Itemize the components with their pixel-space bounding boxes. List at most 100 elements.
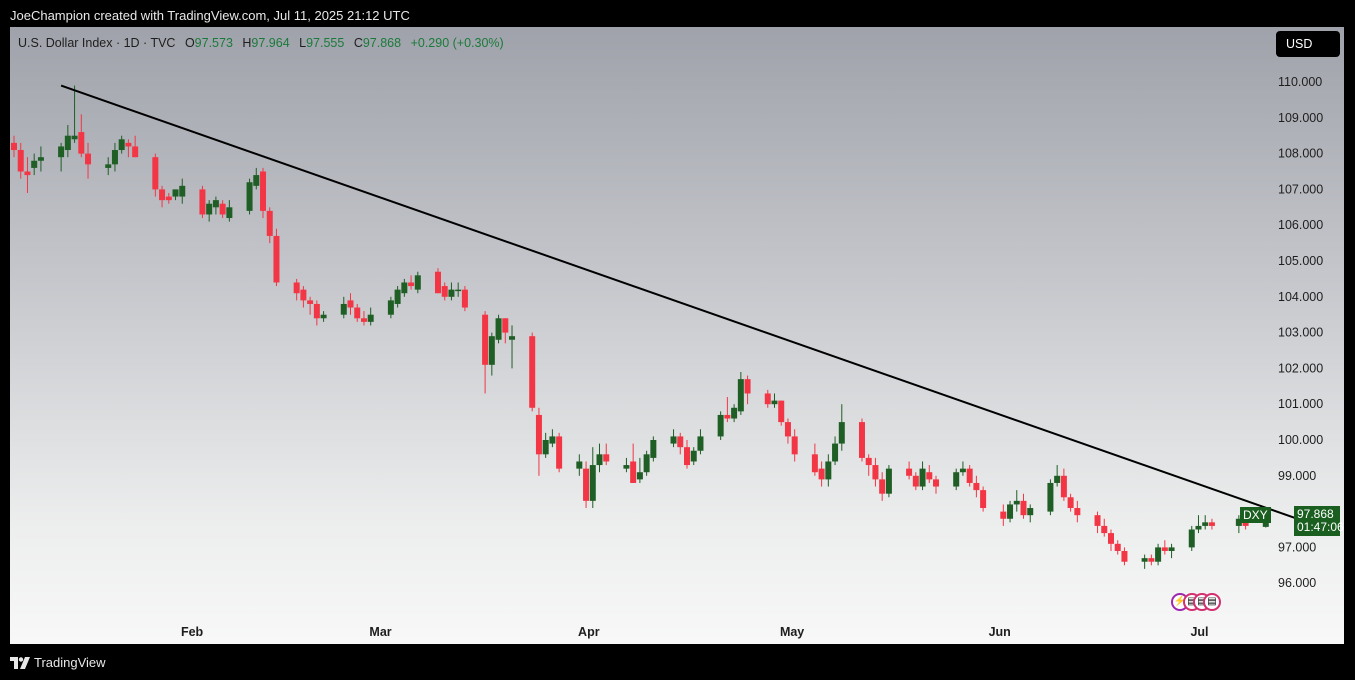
candle[interactable] — [172, 189, 179, 201]
candle[interactable] — [394, 286, 401, 308]
candle[interactable] — [152, 153, 159, 197]
candle[interactable] — [1188, 525, 1195, 551]
candle[interactable] — [24, 157, 31, 193]
candle[interactable] — [825, 454, 832, 487]
candle[interactable] — [980, 486, 987, 512]
candle[interactable] — [697, 429, 704, 455]
candle[interactable] — [953, 468, 960, 491]
candle[interactable] — [482, 311, 489, 394]
candle[interactable] — [596, 443, 603, 473]
candle[interactable] — [17, 142, 24, 179]
candle[interactable] — [64, 124, 71, 158]
candle[interactable] — [623, 457, 630, 473]
candle[interactable] — [684, 440, 690, 469]
candle[interactable] — [771, 393, 778, 408]
candle[interactable] — [37, 146, 44, 172]
candle[interactable] — [670, 429, 677, 448]
candle[interactable] — [643, 450, 650, 476]
candle[interactable] — [206, 200, 213, 222]
candle[interactable] — [495, 314, 502, 344]
candle[interactable] — [260, 167, 267, 219]
candle[interactable] — [212, 196, 219, 215]
candle[interactable] — [313, 300, 320, 326]
candle[interactable] — [690, 447, 697, 466]
candle[interactable] — [1060, 468, 1067, 501]
candle[interactable] — [1020, 493, 1027, 519]
candle[interactable] — [307, 296, 314, 315]
candle[interactable] — [636, 457, 643, 483]
candle[interactable] — [603, 443, 610, 466]
candle[interactable] — [300, 286, 307, 308]
candle[interactable] — [340, 296, 347, 319]
candle[interactable] — [1101, 518, 1108, 537]
legend-title[interactable]: U.S. Dollar Index · 1D · TVC — [18, 36, 176, 50]
us-flag-icon[interactable]: ▤ — [1203, 593, 1221, 611]
candle[interactable] — [906, 461, 913, 480]
candle[interactable] — [293, 278, 300, 301]
candle[interactable] — [589, 447, 596, 509]
candle[interactable] — [1107, 529, 1114, 551]
chart-pane[interactable]: 110.000 109.000 108.000 107.000 106.000 105.0… — [10, 27, 1344, 644]
candle[interactable] — [111, 142, 118, 172]
candle[interactable] — [858, 418, 865, 462]
candle[interactable] — [549, 429, 556, 448]
candle[interactable] — [253, 167, 260, 190]
candle[interactable] — [1027, 504, 1034, 523]
candle[interactable] — [1141, 554, 1148, 569]
candle[interactable] — [1067, 493, 1074, 512]
candle[interactable] — [11, 135, 17, 158]
candle[interactable] — [650, 436, 657, 462]
candle[interactable] — [1094, 511, 1101, 534]
candle[interactable] — [630, 443, 637, 483]
event-badges[interactable]: ⚡ ▤ ▤ ▤ — [1171, 593, 1241, 615]
candle[interactable] — [31, 153, 38, 176]
candle[interactable] — [1235, 515, 1242, 534]
candle[interactable] — [791, 429, 798, 462]
candle[interactable] — [448, 282, 455, 301]
candle[interactable] — [677, 432, 684, 455]
candle[interactable] — [488, 332, 495, 376]
candle[interactable] — [58, 142, 65, 172]
candle[interactable] — [367, 307, 374, 326]
candle[interactable] — [885, 465, 892, 498]
candle[interactable] — [535, 407, 542, 476]
candle[interactable] — [509, 325, 516, 369]
candle[interactable] — [1054, 465, 1061, 487]
currency-button[interactable]: USD — [1276, 31, 1340, 57]
candle[interactable] — [71, 85, 78, 143]
candle[interactable] — [1155, 543, 1162, 566]
candle[interactable] — [320, 311, 327, 322]
candle[interactable] — [408, 275, 415, 290]
candle[interactable] — [933, 475, 940, 494]
candle[interactable] — [199, 185, 206, 219]
candle[interactable] — [865, 454, 872, 476]
candle[interactable] — [818, 461, 825, 487]
candle[interactable] — [784, 418, 791, 444]
candle[interactable] — [764, 389, 771, 408]
candle[interactable] — [744, 375, 751, 405]
candle[interactable] — [926, 465, 933, 483]
candle[interactable] — [132, 135, 139, 158]
candle[interactable] — [159, 185, 166, 208]
candle[interactable] — [273, 228, 280, 287]
candle[interactable] — [737, 371, 744, 415]
tradingview-logo[interactable]: TradingView — [10, 655, 106, 670]
candle[interactable] — [1047, 479, 1054, 516]
candle[interactable] — [724, 397, 731, 423]
candlestick-chart[interactable]: 110.000 109.000 108.000 107.000 106.000 105.0… — [10, 27, 1344, 644]
candle[interactable] — [455, 282, 462, 297]
candle[interactable] — [1114, 540, 1121, 555]
candle[interactable] — [85, 142, 92, 179]
candle[interactable] — [414, 271, 421, 294]
candle[interactable] — [811, 443, 818, 476]
candle[interactable] — [434, 268, 441, 294]
candle[interactable] — [832, 436, 839, 466]
candle[interactable] — [912, 472, 919, 491]
candle[interactable] — [1195, 515, 1202, 534]
trendline[interactable] — [60, 84, 1334, 533]
candle[interactable] — [1121, 547, 1128, 566]
candle[interactable] — [1168, 543, 1175, 559]
candle[interactable] — [401, 278, 408, 297]
candle[interactable] — [872, 457, 879, 487]
candle[interactable] — [919, 461, 926, 491]
